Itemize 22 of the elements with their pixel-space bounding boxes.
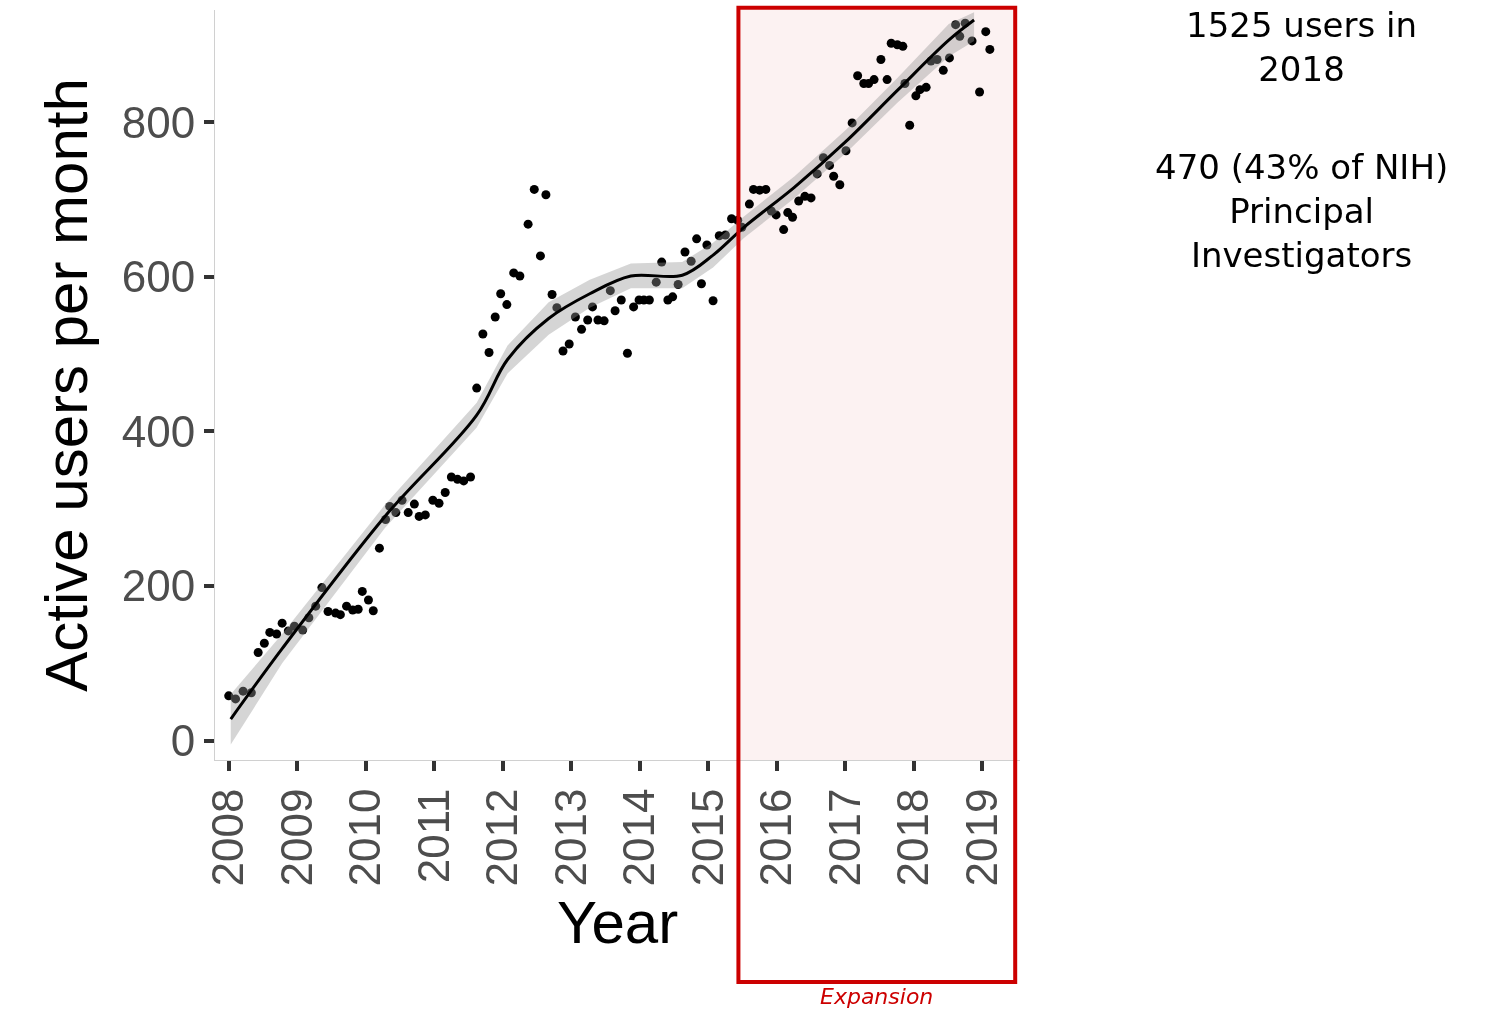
y-tick-label: 400 bbox=[121, 406, 196, 456]
y-tick-label: 0 bbox=[170, 716, 196, 766]
x-tick-label: 2008 bbox=[203, 788, 252, 887]
y-tick-label: 600 bbox=[121, 252, 196, 302]
x-tick-label: 2019 bbox=[956, 788, 1006, 887]
x-tick-label: 2011 bbox=[408, 788, 458, 884]
y-tick-label: 800 bbox=[121, 97, 196, 147]
x-tick-label: 2012 bbox=[477, 788, 527, 887]
x-tick-label: 2016 bbox=[751, 788, 801, 887]
x-tick-label: 2015 bbox=[682, 788, 732, 887]
x-axis-title: Year bbox=[556, 888, 679, 956]
y-axis-title: Active users per month bbox=[33, 78, 101, 692]
x-tick-label: 2014 bbox=[614, 788, 664, 887]
text: 1525 users in 2018 bbox=[1186, 5, 1418, 90]
x-tick-label: 2010 bbox=[340, 788, 390, 887]
x-tick-label: 2009 bbox=[271, 788, 321, 887]
y-tick-label: 200 bbox=[121, 561, 196, 611]
x-tick-label: 2018 bbox=[888, 788, 938, 887]
x-tick-label: 2017 bbox=[819, 788, 869, 887]
text: 470 (43% of NIH) Principal Investigators bbox=[1155, 147, 1449, 276]
band-label: Expansion bbox=[820, 984, 934, 1009]
x-tick-label: 2013 bbox=[545, 788, 595, 887]
